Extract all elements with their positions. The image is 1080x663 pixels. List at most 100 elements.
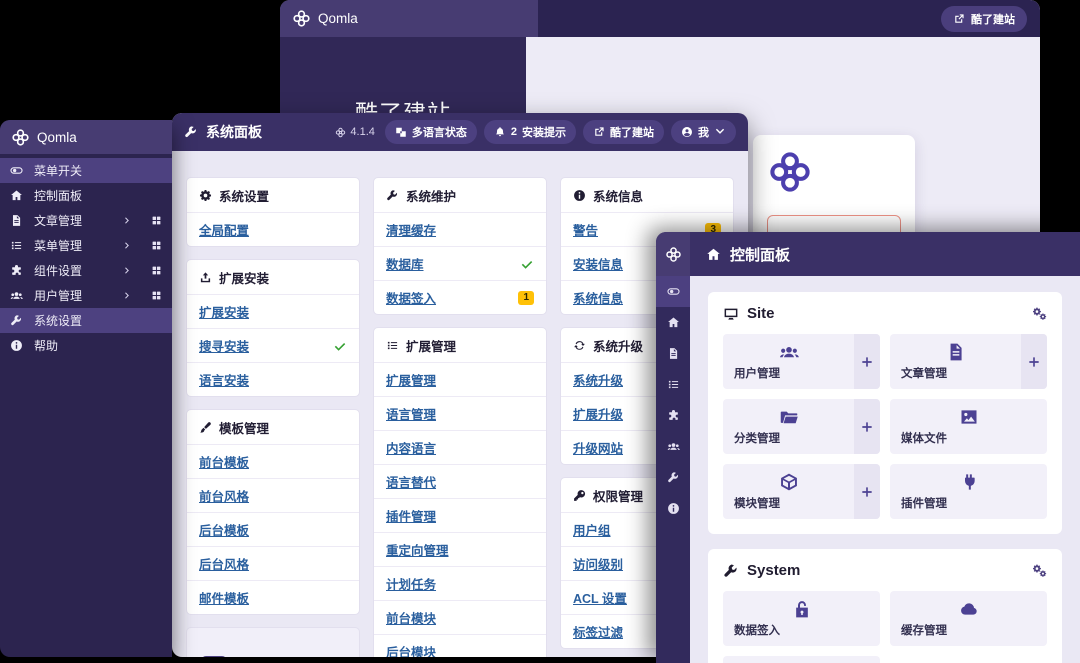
link-site-modules[interactable]: 前台模块 bbox=[386, 612, 437, 626]
add-article-button[interactable] bbox=[1021, 334, 1047, 389]
card-plugin-management[interactable]: 插件管理 bbox=[890, 464, 1047, 519]
list-item: 扩展安装 bbox=[187, 294, 359, 328]
brush-icon bbox=[199, 421, 212, 434]
count-badge: 1 bbox=[518, 290, 534, 305]
link-admin-styles[interactable]: 后台风格 bbox=[199, 558, 250, 572]
link-languages[interactable]: 语言管理 bbox=[386, 408, 437, 422]
link-plugins[interactable]: 插件管理 bbox=[386, 510, 437, 524]
link-acl-settings[interactable]: ACL 设置 bbox=[573, 592, 627, 606]
users-icon bbox=[734, 342, 843, 362]
link-clear-cache[interactable]: 清理缓存 bbox=[386, 224, 437, 238]
wrench-icon bbox=[386, 189, 399, 202]
add-module-button[interactable] bbox=[201, 656, 227, 657]
rail-item-menus[interactable] bbox=[656, 369, 690, 400]
card-user-management[interactable]: 用户管理 bbox=[723, 334, 880, 389]
section-settings-icon[interactable] bbox=[1032, 306, 1047, 321]
list-item: 扩展升级 bbox=[561, 396, 733, 430]
rail-item-users[interactable] bbox=[656, 431, 690, 462]
link-language-overrides[interactable]: 语言替代 bbox=[386, 476, 437, 490]
link-system-info[interactable]: 系统信息 bbox=[573, 292, 624, 306]
card-extension-install: 扩展安装 扩展安装 搜寻安装 语言安装 bbox=[186, 259, 360, 397]
system-panel-window: 系统面板 4.1.4 多语言状态 2 安装提示 酷了建站 我 bbox=[172, 113, 748, 657]
list-item: 前台模块 bbox=[374, 600, 546, 634]
install-tips-button[interactable]: 2 安装提示 bbox=[483, 120, 576, 144]
document-icon bbox=[901, 342, 1010, 362]
sidebar-item-users[interactable]: 用户管理 bbox=[0, 283, 172, 308]
user-menu-button[interactable]: 我 bbox=[671, 120, 736, 144]
link-install-info[interactable]: 安装信息 bbox=[573, 258, 624, 272]
site-preview-visit-button[interactable]: 酷了建站 bbox=[941, 5, 1027, 32]
external-link-icon bbox=[593, 126, 605, 138]
add-user-button[interactable] bbox=[854, 334, 880, 389]
sidebar-item-control-panel[interactable]: 控制面板 bbox=[0, 183, 172, 208]
link-user-groups[interactable]: 用户组 bbox=[573, 524, 611, 538]
rail-item-system[interactable] bbox=[656, 462, 690, 493]
control-panel-body: Site 用户管理 文章管理 bbox=[690, 276, 1080, 663]
document-icon bbox=[10, 214, 25, 227]
sidebar-item-articles[interactable]: 文章管理 bbox=[0, 208, 172, 233]
control-panel-header: 控制面板 bbox=[690, 232, 1080, 276]
grid-icon[interactable] bbox=[151, 215, 162, 226]
link-extension-install[interactable]: 扩展安装 bbox=[199, 306, 250, 320]
card-cache-management[interactable]: 缓存管理 bbox=[890, 591, 1047, 646]
section-settings-icon[interactable] bbox=[1032, 563, 1047, 578]
add-module-button[interactable] bbox=[854, 464, 880, 519]
qomla-logo-icon bbox=[656, 232, 690, 276]
link-global-checkin[interactable]: 数据签入 bbox=[386, 292, 437, 306]
rail-item-components[interactable] bbox=[656, 400, 690, 431]
card-category-management[interactable]: 分类管理 bbox=[723, 399, 880, 454]
rail-item-help[interactable] bbox=[656, 493, 690, 524]
link-redirects[interactable]: 重定向管理 bbox=[386, 544, 449, 558]
add-category-button[interactable] bbox=[854, 399, 880, 454]
sidebar-item-toggle-menu[interactable]: 菜单开关 bbox=[0, 158, 172, 183]
list-icon bbox=[10, 239, 25, 252]
link-content-languages[interactable]: 内容语言 bbox=[386, 442, 437, 456]
link-admin-templates[interactable]: 后台模板 bbox=[199, 524, 250, 538]
link-discover-install[interactable]: 搜寻安装 bbox=[199, 340, 250, 354]
link-site-templates[interactable]: 前台模板 bbox=[199, 456, 250, 470]
sidebar-item-help[interactable]: 帮助 bbox=[0, 333, 172, 358]
list-item: 扩展管理 bbox=[374, 362, 546, 396]
info-icon bbox=[10, 339, 25, 352]
qomla-logo-icon bbox=[292, 9, 311, 28]
link-warnings[interactable]: 警告 bbox=[573, 224, 599, 238]
link-site-styles[interactable]: 前台风格 bbox=[199, 490, 250, 504]
site-preview-brand-label: Qomla bbox=[318, 11, 358, 26]
link-update-site[interactable]: 升级网站 bbox=[573, 442, 624, 456]
chevron-right-icon bbox=[123, 266, 132, 275]
rail-item-control-panel[interactable] bbox=[656, 307, 690, 338]
add-module-card: 添加模块到这里 bbox=[186, 627, 360, 657]
card-article-management[interactable]: 文章管理 bbox=[890, 334, 1047, 389]
grid-icon[interactable] bbox=[151, 290, 162, 301]
link-mail-templates[interactable]: 邮件模板 bbox=[199, 592, 250, 606]
link-tag-filter[interactable]: 标签过滤 bbox=[573, 626, 624, 640]
card-global-checkin[interactable]: 数据签入 bbox=[723, 591, 880, 646]
site-preview-navbar: Qomla 酷了建站 bbox=[280, 0, 1040, 37]
list-item: 全局配置 bbox=[187, 212, 359, 246]
rail-item-articles[interactable] bbox=[656, 338, 690, 369]
card-module-management[interactable]: 模块管理 bbox=[723, 464, 880, 519]
visit-site-button[interactable]: 酷了建站 bbox=[583, 120, 664, 144]
link-system-update[interactable]: 系统升级 bbox=[573, 374, 624, 388]
list-icon bbox=[386, 339, 399, 352]
grid-icon[interactable] bbox=[151, 240, 162, 251]
list-item: 用户组 bbox=[561, 512, 733, 546]
link-extension-update[interactable]: 扩展升级 bbox=[573, 408, 624, 422]
list-item: 标签过滤 bbox=[561, 614, 733, 648]
link-scheduled-tasks[interactable]: 计划任务 bbox=[386, 578, 437, 592]
link-access-levels[interactable]: 访问级别 bbox=[573, 558, 624, 572]
sidebar-item-components[interactable]: 组件设置 bbox=[0, 258, 172, 283]
link-manage-extensions[interactable]: 扩展管理 bbox=[386, 374, 437, 388]
folder-icon bbox=[734, 407, 843, 427]
sidebar-item-menus[interactable]: 菜单管理 bbox=[0, 233, 172, 258]
link-admin-modules[interactable]: 后台模块 bbox=[386, 646, 437, 657]
link-global-config[interactable]: 全局配置 bbox=[199, 224, 250, 238]
grid-icon[interactable] bbox=[151, 265, 162, 276]
card-extension-management: 扩展管理 扩展管理 语言管理 内容语言 语言替代 插件管理 重定向管理 计划任务… bbox=[373, 327, 547, 657]
link-database[interactable]: 数据库 bbox=[386, 258, 424, 272]
link-language-install[interactable]: 语言安装 bbox=[199, 374, 250, 388]
card-media-files[interactable]: 媒体文件 bbox=[890, 399, 1047, 454]
multilingual-status-button[interactable]: 多语言状态 bbox=[384, 120, 477, 144]
rail-item-toggle-menu[interactable] bbox=[656, 276, 690, 307]
sidebar-item-system[interactable]: 系统设置 bbox=[0, 308, 172, 333]
